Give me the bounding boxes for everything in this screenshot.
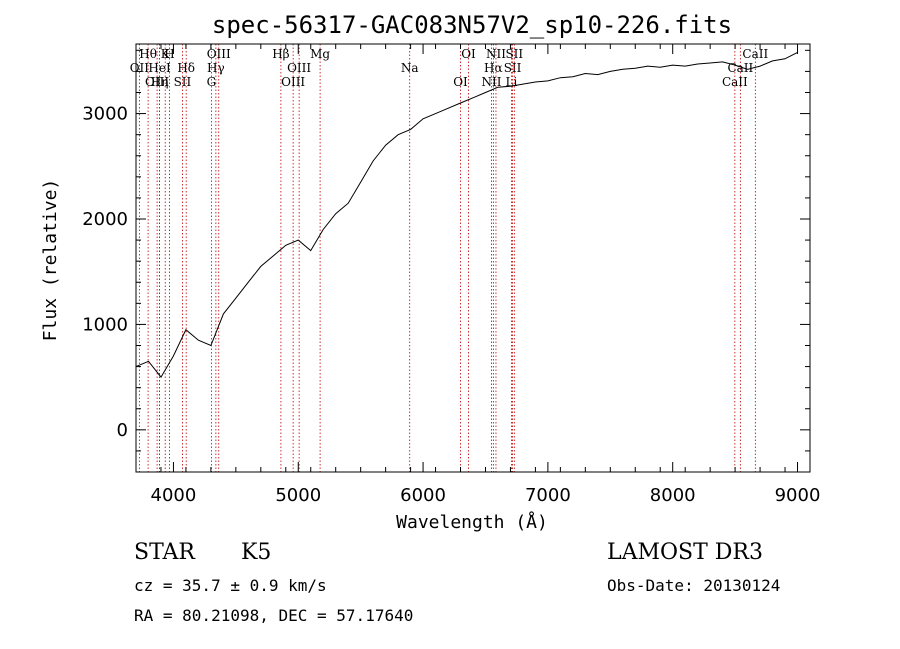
redshift-cz: cz = 35.7 ± 0.9 km/s: [134, 576, 327, 595]
spectral-line-label: Hα: [484, 61, 503, 75]
spectral-line-label: NII: [486, 47, 506, 61]
spectral-line-label: H: [164, 47, 174, 61]
spectral-line-label: Mg: [310, 47, 330, 61]
chart-title: spec-56317-GAC083N57V2_sp10-226.fits: [212, 11, 732, 39]
spectral-line-label: Hθ: [139, 47, 157, 61]
spectral-line-label: CaII: [742, 47, 768, 61]
spectral-line-label: OIII: [207, 47, 231, 61]
spectral-line-label: Hβ: [272, 47, 289, 61]
spectral-line-label: G: [207, 75, 217, 89]
axis-ticks-layer: 4000 5000 6000 7000 8000 9000 0 1000 2000 3000: [82, 44, 820, 506]
spectral-lines-layer: HθOIIOIIIKHeIHηHHδSIIOIIIHγGHβOIIIOIIIMg…: [130, 44, 768, 472]
ra-dec: RA = 80.21098, DEC = 57.17640: [134, 606, 414, 625]
spectral-line-label: SII: [505, 47, 523, 61]
spectral-line-label: OII: [130, 61, 150, 75]
y-tick-label: 1000: [82, 314, 128, 335]
spectral-line-label: OI: [453, 75, 468, 89]
x-tick-label: 6000: [400, 485, 446, 506]
spectral-line-label: NII: [481, 75, 501, 89]
spectral-line-label: Li: [506, 75, 518, 89]
spectral-line-label: SII: [504, 61, 522, 75]
spectrum-line: [135, 51, 798, 378]
obs-date: Obs-Date: 20130124: [607, 576, 781, 595]
spectral-line-label: OIII: [145, 75, 169, 89]
plot-frame: [135, 43, 811, 473]
spectral-line-label: SII: [174, 75, 192, 89]
x-tick-label: 5000: [275, 485, 321, 506]
x-tick-label: 9000: [775, 485, 821, 506]
x-axis-label: Wavelength (Å): [396, 511, 548, 533]
y-tick-label: 3000: [82, 104, 128, 125]
spectral-line-label: Hγ: [207, 61, 225, 75]
y-tick-label: 0: [117, 420, 128, 441]
x-tick-label: 7000: [525, 485, 571, 506]
x-tick-label: 4000: [151, 485, 197, 506]
spectral-line-label: CaII: [727, 61, 753, 75]
survey-name: LAMOST DR3: [607, 540, 763, 565]
spectral-line-label: HeI: [148, 61, 171, 75]
y-axis-label: Flux (relative): [40, 179, 61, 342]
x-tick-label: 8000: [650, 485, 696, 506]
spectral-line-label: OI: [461, 47, 476, 61]
object-subclass: K5: [241, 540, 272, 565]
spectral-line-label: Na: [401, 61, 419, 75]
spectral-line-label: Hη: [151, 75, 169, 89]
spectral-line-label: Hδ: [177, 61, 195, 75]
object-type: STAR: [134, 540, 195, 565]
spectral-line-label: K: [161, 47, 171, 61]
spectral-line-label: OIII: [287, 61, 311, 75]
spectral-line-label: OIII: [281, 75, 305, 89]
spectral-line-label: CaII: [722, 75, 748, 89]
y-tick-label: 2000: [82, 209, 128, 230]
